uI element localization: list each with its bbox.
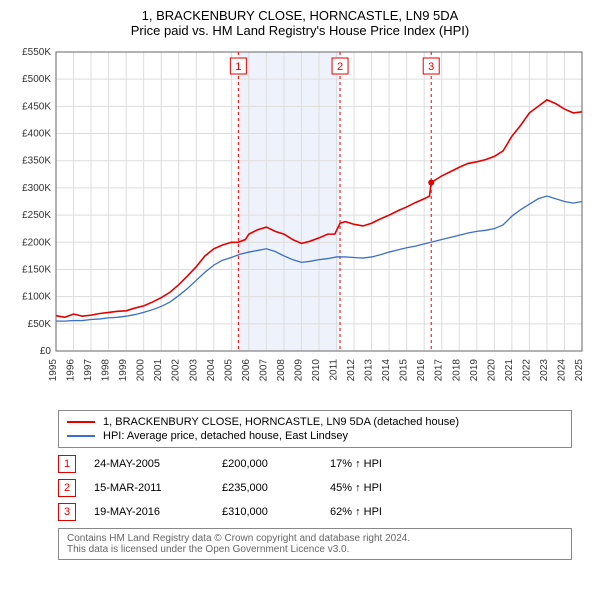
chart-legend: 1, BRACKENBURY CLOSE, HORNCASTLE, LN9 5D… — [58, 410, 572, 448]
event-diff: 62% ↑ HPI — [330, 506, 382, 518]
legend-label: HPI: Average price, detached house, East… — [103, 430, 348, 442]
legend-item: 1, BRACKENBURY CLOSE, HORNCASTLE, LN9 5D… — [67, 415, 563, 429]
event-marker: 1 — [58, 455, 76, 473]
svg-text:2009: 2009 — [293, 359, 304, 382]
svg-text:2007: 2007 — [258, 359, 269, 382]
svg-text:2: 2 — [337, 61, 343, 73]
svg-text:2023: 2023 — [539, 359, 550, 382]
svg-text:2024: 2024 — [556, 359, 567, 382]
event-price: £200,000 — [222, 458, 312, 470]
disclaimer-line: This data is licensed under the Open Gov… — [67, 544, 563, 555]
svg-text:£150K: £150K — [22, 264, 51, 275]
svg-text:3: 3 — [428, 61, 434, 73]
page-subtitle: Price paid vs. HM Land Registry's House … — [8, 23, 592, 38]
svg-text:2003: 2003 — [188, 359, 199, 382]
svg-text:£400K: £400K — [22, 129, 51, 140]
legend-item: HPI: Average price, detached house, East… — [67, 429, 563, 443]
disclaimer-box: Contains HM Land Registry data © Crown c… — [58, 528, 572, 560]
svg-text:2014: 2014 — [381, 359, 392, 382]
event-row: 3 19-MAY-2016 £310,000 62% ↑ HPI — [58, 500, 572, 524]
svg-text:£550K: £550K — [22, 47, 51, 58]
svg-text:1998: 1998 — [101, 359, 112, 382]
event-diff: 17% ↑ HPI — [330, 458, 382, 470]
event-date: 19-MAY-2016 — [94, 506, 204, 518]
svg-text:2017: 2017 — [434, 359, 445, 382]
event-marker: 2 — [58, 479, 76, 497]
legend-swatch — [67, 435, 95, 437]
svg-text:£250K: £250K — [22, 210, 51, 221]
event-row: 1 24-MAY-2005 £200,000 17% ↑ HPI — [58, 452, 572, 476]
svg-text:1997: 1997 — [83, 359, 94, 382]
svg-text:2020: 2020 — [486, 359, 497, 382]
svg-text:1: 1 — [235, 61, 241, 73]
svg-text:2012: 2012 — [346, 359, 357, 382]
svg-text:2015: 2015 — [399, 359, 410, 382]
event-row: 2 15-MAR-2011 £235,000 45% ↑ HPI — [58, 476, 572, 500]
page-title: 1, BRACKENBURY CLOSE, HORNCASTLE, LN9 5D… — [8, 8, 592, 23]
svg-text:2008: 2008 — [276, 359, 287, 382]
svg-text:£100K: £100K — [22, 292, 51, 303]
svg-text:2021: 2021 — [504, 359, 515, 382]
event-price: £235,000 — [222, 482, 312, 494]
legend-swatch — [67, 421, 95, 423]
svg-text:2001: 2001 — [153, 359, 164, 382]
event-date: 24-MAY-2005 — [94, 458, 204, 470]
svg-text:£450K: £450K — [22, 101, 51, 112]
svg-text:£350K: £350K — [22, 156, 51, 167]
event-date: 15-MAR-2011 — [94, 482, 204, 494]
price-chart: £0 £50K £100K £150K £200K £250K £300K £350K £400… — [8, 44, 592, 404]
svg-text:2010: 2010 — [311, 359, 322, 382]
svg-text:£500K: £500K — [22, 74, 51, 85]
svg-text:£50K: £50K — [28, 319, 52, 330]
svg-text:2006: 2006 — [241, 359, 252, 382]
svg-text:2011: 2011 — [329, 359, 340, 381]
event-table: 1 24-MAY-2005 £200,000 17% ↑ HPI 2 15-MA… — [58, 452, 572, 524]
disclaimer-line: Contains HM Land Registry data © Crown c… — [67, 533, 563, 544]
event-marker: 3 — [58, 503, 76, 521]
svg-text:2025: 2025 — [574, 359, 585, 382]
svg-text:2022: 2022 — [521, 359, 532, 382]
svg-text:2005: 2005 — [223, 359, 234, 382]
svg-text:2004: 2004 — [206, 359, 217, 382]
legend-label: 1, BRACKENBURY CLOSE, HORNCASTLE, LN9 5D… — [103, 416, 459, 428]
svg-text:£0: £0 — [40, 346, 52, 357]
svg-text:2018: 2018 — [451, 359, 462, 382]
svg-text:2019: 2019 — [469, 359, 480, 382]
svg-text:1996: 1996 — [66, 359, 77, 382]
svg-text:2000: 2000 — [136, 359, 147, 382]
svg-text:2013: 2013 — [364, 359, 375, 382]
svg-text:£200K: £200K — [22, 237, 51, 248]
event-price: £310,000 — [222, 506, 312, 518]
svg-text:1995: 1995 — [48, 359, 59, 382]
event-diff: 45% ↑ HPI — [330, 482, 382, 494]
svg-text:1999: 1999 — [118, 359, 129, 382]
svg-text:£300K: £300K — [22, 183, 51, 194]
svg-text:2016: 2016 — [416, 359, 427, 382]
svg-text:2002: 2002 — [171, 359, 182, 382]
